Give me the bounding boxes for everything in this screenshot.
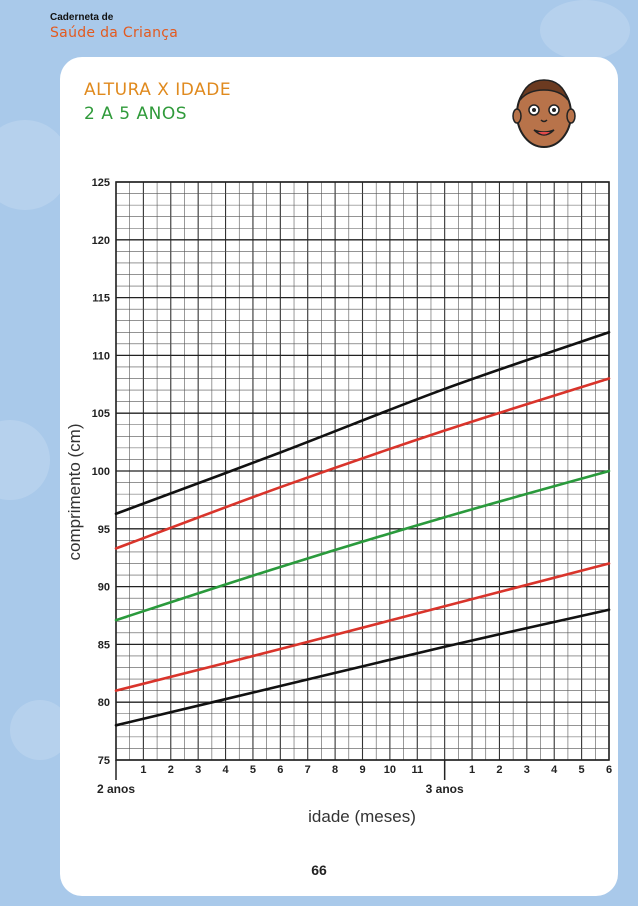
- chart-curves: [114, 330, 611, 727]
- y-tick-label: 120: [92, 235, 110, 247]
- growth-curve-4: [114, 562, 611, 692]
- y-tick-label: 110: [92, 350, 110, 362]
- y-tick-label: 95: [98, 524, 110, 536]
- x-tick-label: 10: [384, 764, 396, 776]
- content-card: [60, 57, 618, 896]
- growth-curve-5: [114, 608, 611, 727]
- x-tick-label: 6: [277, 764, 283, 776]
- x-tick-label: 2: [168, 764, 174, 776]
- x-tick-label: 7: [305, 764, 311, 776]
- y-axis-label: comprimento (cm): [65, 424, 84, 561]
- y-tick-label: 100: [92, 466, 110, 478]
- growth-curve-1: [114, 330, 611, 516]
- x-tick-label: 8: [332, 764, 338, 776]
- x-year-label: 2 anos: [97, 782, 135, 796]
- x-tick-label: 2: [496, 764, 502, 776]
- background-decoration: [540, 0, 630, 60]
- x-year-label: 3 anos: [426, 782, 464, 796]
- growth-curve-2: [114, 377, 611, 550]
- chart-title-line1: ALTURA X IDADE: [84, 80, 232, 100]
- x-tick-label: 6: [606, 764, 612, 776]
- header-brand: Saúde da Criança: [50, 25, 179, 41]
- x-tick-label: 3: [524, 764, 530, 776]
- x-axis-label: idade (meses): [308, 807, 416, 826]
- background-decoration: [0, 120, 70, 210]
- x-tick-label: 9: [359, 764, 365, 776]
- x-tick-label: 4: [222, 764, 229, 776]
- x-tick-label: 3: [195, 764, 201, 776]
- header-caption: Caderneta de: [50, 12, 114, 23]
- chart-title-line2: 2 A 5 ANOS: [84, 104, 187, 124]
- x-tick-label: 4: [551, 764, 558, 776]
- x-tick-label: 1: [140, 764, 146, 776]
- y-tick-label: 75: [98, 755, 110, 767]
- x-tick-label: 11: [411, 764, 423, 776]
- page-number: 66: [311, 862, 327, 878]
- y-tick-label: 105: [92, 408, 110, 420]
- baby-face-icon: [512, 79, 576, 148]
- y-tick-label: 125: [92, 177, 110, 189]
- y-tick-label: 115: [92, 293, 110, 305]
- y-tick-label: 90: [98, 582, 110, 594]
- y-tick-label: 80: [98, 697, 110, 709]
- x-tick-label: 5: [579, 764, 585, 776]
- x-tick-label: 5: [250, 764, 256, 776]
- growth-curve-3: [114, 469, 611, 622]
- y-tick-label: 85: [98, 639, 110, 651]
- x-tick-label: 1: [469, 764, 475, 776]
